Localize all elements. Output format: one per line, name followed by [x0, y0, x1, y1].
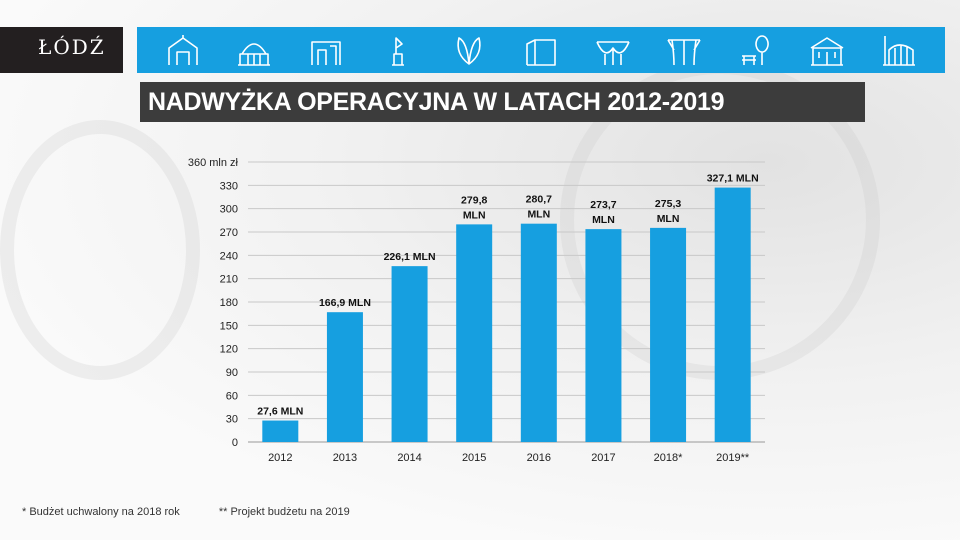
- y-tick-label: 60: [226, 390, 238, 402]
- monument-icon: [391, 37, 404, 66]
- footnote-2019: ** Projekt budżetu na 2019: [218, 506, 350, 518]
- bar-2018: [650, 227, 687, 442]
- y-tick-label: 150: [220, 320, 238, 332]
- bar-2016: [520, 223, 557, 442]
- x-tick-label: 2018*: [654, 452, 683, 464]
- y-tick-label: 300: [220, 204, 238, 216]
- y-tick-label: 0: [232, 437, 238, 449]
- y-tick-label: 120: [220, 344, 238, 356]
- data-label: 327,1 MLN: [707, 173, 759, 185]
- data-label: 226,1 MLN: [384, 251, 436, 263]
- palace-icon: [811, 37, 844, 66]
- data-label: 27,6 MLN: [257, 406, 303, 418]
- bar-2017: [585, 229, 622, 442]
- data-label: 280,7: [526, 194, 552, 206]
- bar-2019: [714, 187, 751, 442]
- logo-text: ŁÓDŹ: [38, 35, 106, 59]
- building-facade-icon: [311, 41, 341, 65]
- data-label: MLN: [527, 209, 550, 221]
- data-label: 275,3: [655, 198, 681, 210]
- railway-station-icon: [238, 43, 271, 66]
- y-tick-label: 210: [220, 274, 238, 286]
- data-label: MLN: [463, 209, 486, 221]
- y-tick-label: 240: [220, 250, 238, 262]
- x-tick-label: 2019**: [716, 452, 750, 464]
- park-bench-icon: [741, 35, 769, 65]
- gate-icon: [168, 35, 198, 65]
- arcade-icon: [595, 41, 630, 65]
- data-label: 279,8: [461, 194, 487, 206]
- x-tick-label: 2015: [462, 452, 486, 464]
- x-tick-label: 2014: [397, 452, 421, 464]
- data-label: MLN: [657, 213, 680, 225]
- y-tick-label: 360 mln zł: [188, 157, 239, 169]
- canopy-icon: [667, 39, 701, 66]
- x-tick-label: 2017: [591, 452, 615, 464]
- bar-2015: [456, 224, 493, 442]
- footnote-2018: * Budżet uchwalony na 2018 rok: [22, 506, 180, 518]
- y-tick-label: 270: [220, 227, 238, 239]
- bar-2012: [262, 420, 299, 442]
- modern-building-icon: [526, 39, 556, 66]
- y-tick-label: 180: [220, 297, 238, 309]
- bar-2013: [326, 312, 363, 442]
- data-label: MLN: [592, 214, 615, 226]
- lodz-logo: ŁÓDŹ: [0, 27, 123, 73]
- bar-2014: [391, 266, 428, 442]
- data-label: 273,7: [590, 199, 616, 211]
- x-tick-label: 2013: [333, 452, 357, 464]
- x-tick-label: 2016: [527, 452, 551, 464]
- x-tick-label: 2012: [268, 452, 292, 464]
- y-tick-label: 330: [220, 180, 238, 192]
- y-tick-label: 30: [226, 414, 238, 426]
- data-label: 166,9 MLN: [319, 297, 371, 309]
- y-tick-label: 90: [226, 367, 238, 379]
- factory-icon: [883, 36, 916, 66]
- leaf-sculpture-icon: [457, 37, 481, 65]
- page-title: NADWYŻKA OPERACYJNA W LATACH 2012-2019: [140, 82, 865, 122]
- footnotes: * Budżet uchwalony na 2018 rok ** Projek…: [22, 506, 622, 518]
- city-icons-banner: [137, 27, 945, 73]
